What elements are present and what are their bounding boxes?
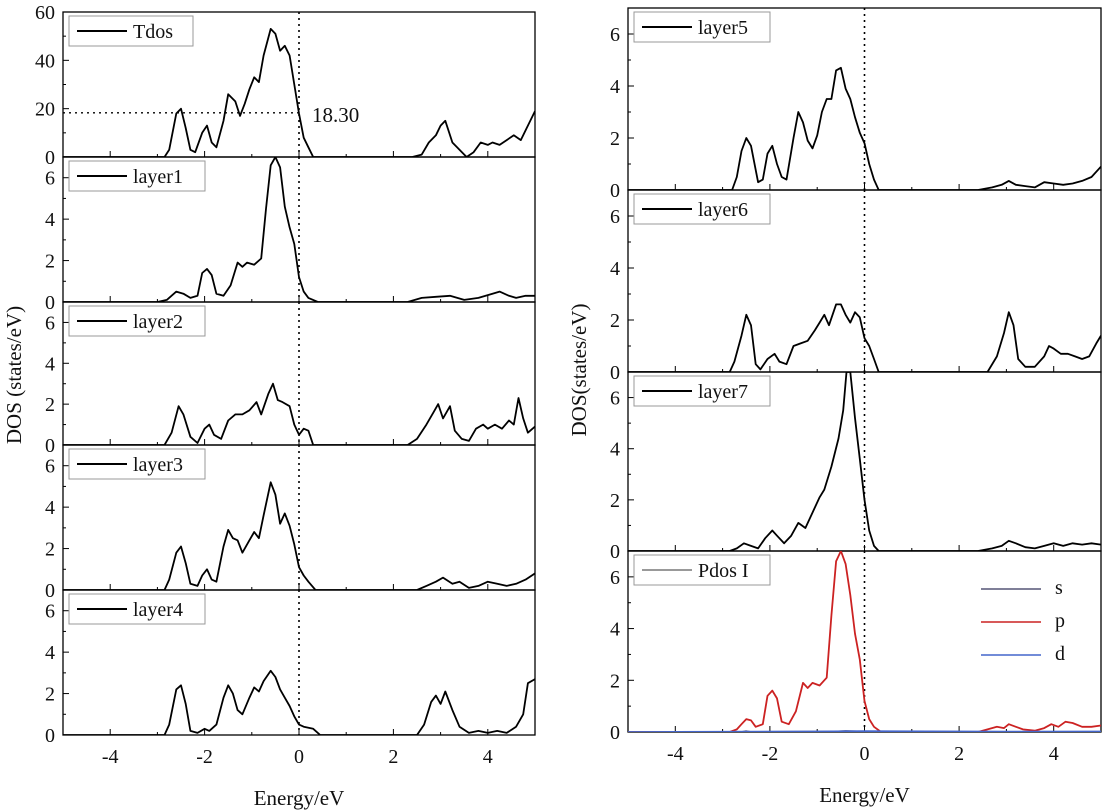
y-tick-label: 6: [45, 456, 55, 478]
panel-layer1: 0 2 4 6 layer1: [45, 156, 536, 314]
y-tick-label: 20: [35, 99, 55, 121]
y-tick-label: 6: [610, 388, 620, 410]
y-tick-label: 2: [45, 684, 55, 706]
series-line-layer5: [628, 66, 1101, 190]
x-tick-label: 4: [1049, 743, 1059, 765]
panel-layer7: 0 2 4 6 layer7: [610, 371, 1102, 563]
y-tick-label: 0: [610, 362, 620, 384]
panel-layer5: 0 2 4 6 layer5: [610, 7, 1102, 202]
x-axis-title: Energy/eV: [819, 783, 910, 807]
y-tick-label: 0: [610, 722, 620, 744]
x-tick-label: 4: [483, 746, 493, 768]
series-line-tdos: [63, 28, 535, 157]
series-line-layer4: [63, 669, 535, 735]
y-tick-label: 0: [45, 725, 55, 747]
x-tick-label: 0: [860, 743, 870, 765]
y-tick-label: 4: [45, 353, 55, 375]
x-tick-label: -2: [762, 743, 779, 765]
y-tick-label: 0: [45, 292, 55, 314]
y-tick-label: 2: [45, 251, 55, 273]
series-line-d: [628, 730, 1101, 732]
series-line-layer2: [63, 382, 535, 445]
legend-label: layer3: [133, 454, 183, 476]
y-tick-label: 6: [45, 312, 55, 334]
legend-label: layer4: [133, 599, 183, 621]
y-tick-label: 0: [610, 541, 620, 563]
annotation-label: 18.30: [312, 103, 359, 127]
legend-label: layer1: [133, 166, 183, 188]
y-tick-label: 0: [45, 580, 55, 602]
legend-label: Tdos: [133, 21, 173, 43]
series-line-layer6: [628, 303, 1101, 372]
x-tick-label: 2: [954, 743, 964, 765]
orbital-legend-label-d: d: [1055, 643, 1065, 665]
legend-label: Pdos I: [698, 560, 749, 582]
legend-label: layer7: [698, 381, 748, 403]
y-tick-label: 4: [610, 439, 620, 461]
y-tick-label: 4: [45, 209, 55, 231]
x-tick-label: -2: [196, 746, 213, 768]
y-tick-label: 4: [45, 497, 55, 519]
legend-label: layer6: [698, 199, 748, 221]
panel-pdos-i: 0 2 4 6 -4 -2 0 2 4 Energy/eV Pdos I spd: [610, 550, 1102, 807]
y-tick-label: 0: [45, 147, 55, 169]
series-line-layer1: [63, 157, 535, 302]
y-tick-label: 6: [610, 24, 620, 46]
x-tick-label: -4: [102, 746, 119, 768]
panel-layer4: 0 2 4 6 -4 -2 0 2 4 Energy/eV layer4: [45, 589, 536, 810]
series-line-p: [628, 551, 1101, 732]
y-tick-label: 2: [610, 490, 620, 512]
y-tick-label: 6: [610, 567, 620, 589]
panel-layer3: 0 2 4 6 layer3: [45, 444, 536, 602]
y-tick-label: 2: [45, 539, 55, 561]
series-line-layer7: [628, 372, 1101, 551]
right-y-axis-title: DOS(states/eV): [567, 304, 591, 437]
x-tick-label: 0: [294, 746, 304, 768]
y-tick-label: 6: [45, 601, 55, 623]
x-axis-title: Energy/eV: [254, 786, 345, 810]
y-tick-label: 2: [610, 310, 620, 332]
x-tick-label: 2: [388, 746, 398, 768]
series-line-layer3: [63, 481, 535, 590]
y-tick-label: 0: [610, 180, 620, 202]
y-tick-label: 60: [35, 2, 55, 24]
y-tick-label: 4: [610, 258, 620, 280]
panel-layer6: 0 2 4 6 layer6: [610, 189, 1102, 384]
y-tick-label: 2: [610, 128, 620, 150]
legend-label: layer2: [133, 311, 183, 333]
y-tick-label: 2: [610, 670, 620, 692]
panel-layer2: 0 2 4 6 layer2: [45, 301, 536, 457]
legend-box: [633, 375, 771, 407]
legend-label: layer5: [698, 17, 748, 39]
y-tick-label: 0: [45, 435, 55, 457]
panel-tdos: 0 20 40 60 18.30 Tdos: [35, 2, 536, 169]
y-tick-label: 6: [45, 168, 55, 190]
orbital-legend-label-s: s: [1055, 577, 1063, 599]
y-tick-label: 6: [610, 206, 620, 228]
y-tick-label: 40: [35, 50, 55, 72]
y-tick-label: 4: [610, 76, 620, 98]
x-tick-label: -4: [667, 743, 684, 765]
y-tick-label: 4: [45, 642, 55, 664]
orbital-legend-label-p: p: [1055, 610, 1065, 632]
y-tick-label: 2: [45, 394, 55, 416]
left-y-axis-title: DOS (states/eV): [2, 306, 26, 444]
y-tick-label: 4: [610, 619, 620, 641]
